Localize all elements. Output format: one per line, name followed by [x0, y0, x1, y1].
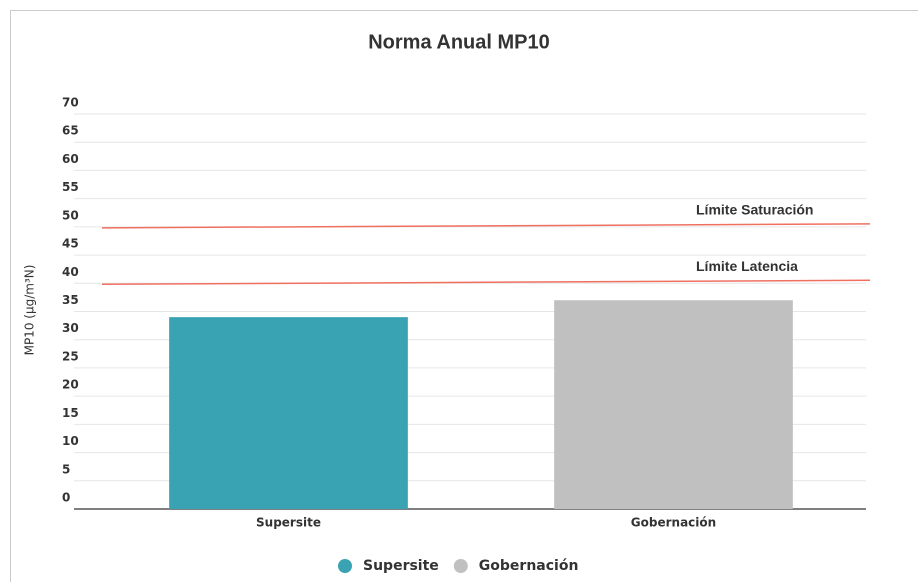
legend-label[interactable]: Gobernación [479, 558, 579, 574]
x-tick-label: Gobernación [631, 516, 716, 530]
bar [169, 317, 408, 509]
y-tick-label: 20 [62, 378, 79, 392]
y-tick-label: 65 [62, 124, 79, 138]
y-tick-label: 50 [62, 208, 79, 222]
y-tick-label: 5 [62, 462, 70, 476]
limit-line [101, 279, 871, 286]
limit-label: Límite Latencia [696, 258, 798, 274]
legend-marker [453, 559, 468, 573]
y-tick-label: 15 [62, 406, 79, 420]
y-tick-label: 45 [62, 237, 79, 251]
y-axis-label: MP10 (µg/m³N) [23, 265, 37, 356]
x-tick-label: Supersite [256, 516, 321, 530]
y-tick-label: 25 [62, 349, 79, 363]
y-tick-label: 30 [62, 321, 79, 335]
legend-label[interactable]: Supersite [363, 558, 439, 574]
limit-line [101, 223, 871, 229]
y-tick-label: 35 [62, 293, 79, 307]
y-tick-label: 10 [62, 434, 79, 448]
bar [554, 300, 793, 509]
y-tick-label: 55 [62, 180, 79, 194]
limit-label: Límite Saturación [696, 202, 813, 218]
y-tick-label: 60 [62, 152, 79, 166]
frame [10, 10, 918, 582]
legend-marker [338, 559, 352, 573]
chart-title: Norma Anual MP10 [368, 31, 550, 53]
y-tick-label: 0 [62, 491, 70, 505]
y-tick-label: 70 [62, 96, 79, 110]
y-tick-label: 40 [62, 265, 79, 279]
